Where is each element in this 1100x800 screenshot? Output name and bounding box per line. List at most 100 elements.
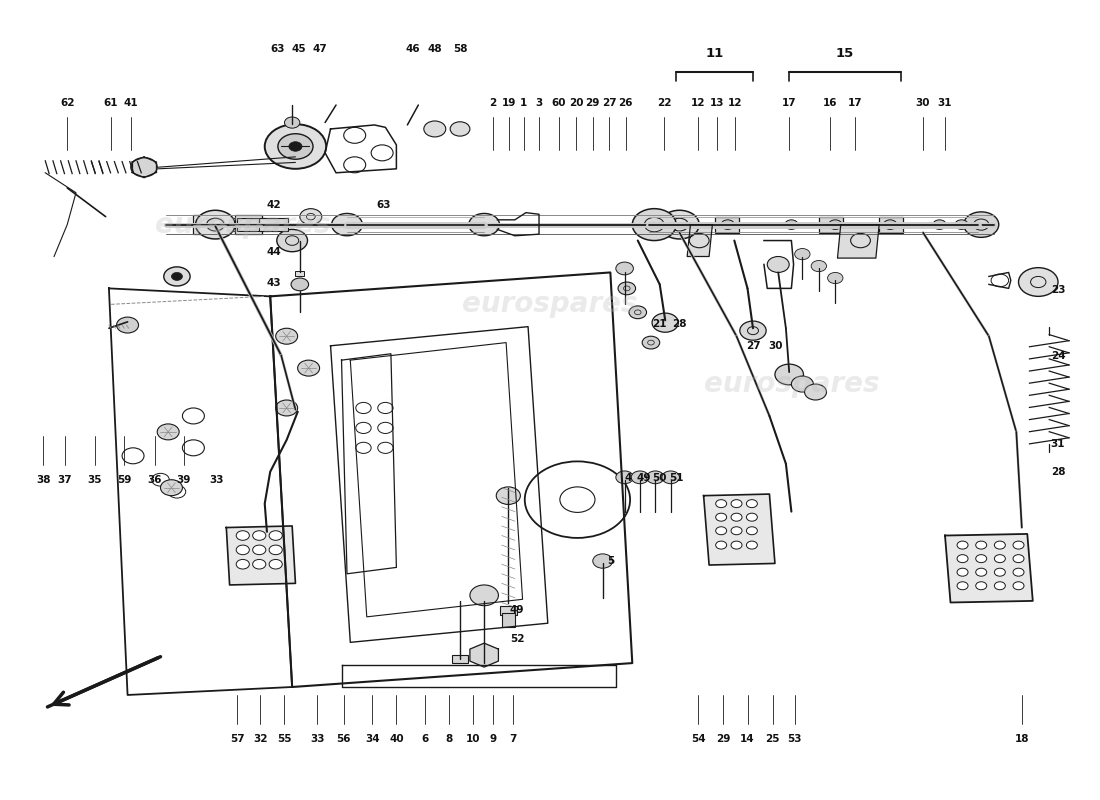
Circle shape	[253, 559, 266, 569]
Text: 11: 11	[705, 46, 724, 59]
Circle shape	[265, 124, 327, 169]
Circle shape	[933, 220, 946, 230]
Text: 63: 63	[271, 44, 285, 54]
Text: 49: 49	[509, 605, 525, 614]
Circle shape	[1013, 568, 1024, 576]
Circle shape	[289, 142, 302, 151]
Bar	[715, 217, 739, 233]
Bar	[818, 217, 843, 233]
Text: 19: 19	[503, 98, 517, 108]
Text: 24: 24	[1050, 351, 1065, 361]
Circle shape	[652, 313, 679, 332]
Circle shape	[957, 554, 968, 562]
Text: 28: 28	[672, 319, 686, 330]
Circle shape	[172, 273, 183, 281]
Circle shape	[196, 210, 235, 239]
Text: 58: 58	[453, 44, 468, 54]
Circle shape	[300, 209, 322, 225]
Circle shape	[631, 471, 649, 484]
Circle shape	[470, 585, 498, 606]
Text: 16: 16	[823, 98, 837, 108]
Circle shape	[732, 500, 742, 508]
Text: 33: 33	[209, 474, 223, 485]
Circle shape	[747, 526, 758, 534]
Circle shape	[632, 209, 676, 241]
Circle shape	[732, 514, 742, 521]
Bar	[260, 218, 288, 231]
Circle shape	[774, 364, 803, 385]
Circle shape	[784, 220, 798, 230]
Circle shape	[253, 545, 266, 554]
Text: 53: 53	[788, 734, 802, 744]
Circle shape	[994, 568, 1005, 576]
Text: 31: 31	[937, 98, 953, 108]
Circle shape	[1013, 554, 1024, 562]
Text: 63: 63	[376, 200, 390, 210]
Text: 34: 34	[365, 734, 380, 744]
Text: 27: 27	[602, 98, 617, 108]
Text: 43: 43	[266, 278, 280, 288]
Text: 1: 1	[520, 98, 527, 108]
Text: 51: 51	[669, 473, 683, 483]
Text: 40: 40	[389, 734, 404, 744]
Circle shape	[722, 220, 735, 230]
Circle shape	[157, 424, 179, 440]
Polygon shape	[227, 526, 296, 585]
Circle shape	[424, 121, 446, 137]
Circle shape	[964, 212, 999, 238]
Circle shape	[747, 541, 758, 549]
Text: 36: 36	[147, 474, 163, 485]
Bar	[502, 613, 515, 627]
Circle shape	[278, 134, 314, 159]
Polygon shape	[704, 494, 774, 565]
Text: 37: 37	[57, 474, 73, 485]
Text: 10: 10	[466, 734, 481, 744]
Text: 15: 15	[836, 46, 855, 59]
Circle shape	[716, 526, 727, 534]
Circle shape	[1013, 541, 1024, 549]
Circle shape	[616, 471, 634, 484]
Text: 14: 14	[740, 734, 755, 744]
Bar	[234, 215, 262, 234]
Circle shape	[270, 530, 283, 540]
Circle shape	[732, 526, 742, 534]
Circle shape	[957, 568, 968, 576]
Text: 3: 3	[536, 98, 542, 108]
Text: 17: 17	[848, 98, 862, 108]
Text: 52: 52	[509, 634, 525, 644]
Circle shape	[270, 545, 283, 554]
Text: 42: 42	[266, 200, 280, 210]
Bar	[296, 271, 305, 277]
Circle shape	[716, 514, 727, 521]
Text: eurospares: eurospares	[462, 290, 638, 318]
Circle shape	[496, 487, 520, 505]
Polygon shape	[945, 534, 1033, 602]
Circle shape	[642, 336, 660, 349]
Circle shape	[593, 554, 613, 568]
Circle shape	[1019, 268, 1058, 296]
Polygon shape	[688, 225, 713, 257]
Circle shape	[747, 500, 758, 508]
Circle shape	[270, 559, 283, 569]
Circle shape	[994, 582, 1005, 590]
Circle shape	[253, 530, 266, 540]
Text: 8: 8	[446, 734, 453, 744]
Text: 56: 56	[337, 734, 351, 744]
Text: 59: 59	[117, 474, 132, 485]
Circle shape	[292, 278, 309, 290]
Circle shape	[740, 321, 767, 340]
Circle shape	[285, 117, 300, 128]
Circle shape	[976, 554, 987, 562]
Text: 6: 6	[421, 734, 429, 744]
Text: 54: 54	[691, 734, 705, 744]
Text: 30: 30	[769, 341, 783, 350]
Text: 45: 45	[292, 44, 306, 54]
Circle shape	[469, 214, 499, 236]
Text: 27: 27	[746, 341, 760, 350]
Circle shape	[277, 230, 308, 252]
Circle shape	[791, 376, 813, 392]
Circle shape	[747, 514, 758, 521]
Polygon shape	[837, 225, 879, 258]
Circle shape	[716, 541, 727, 549]
Circle shape	[662, 471, 680, 484]
